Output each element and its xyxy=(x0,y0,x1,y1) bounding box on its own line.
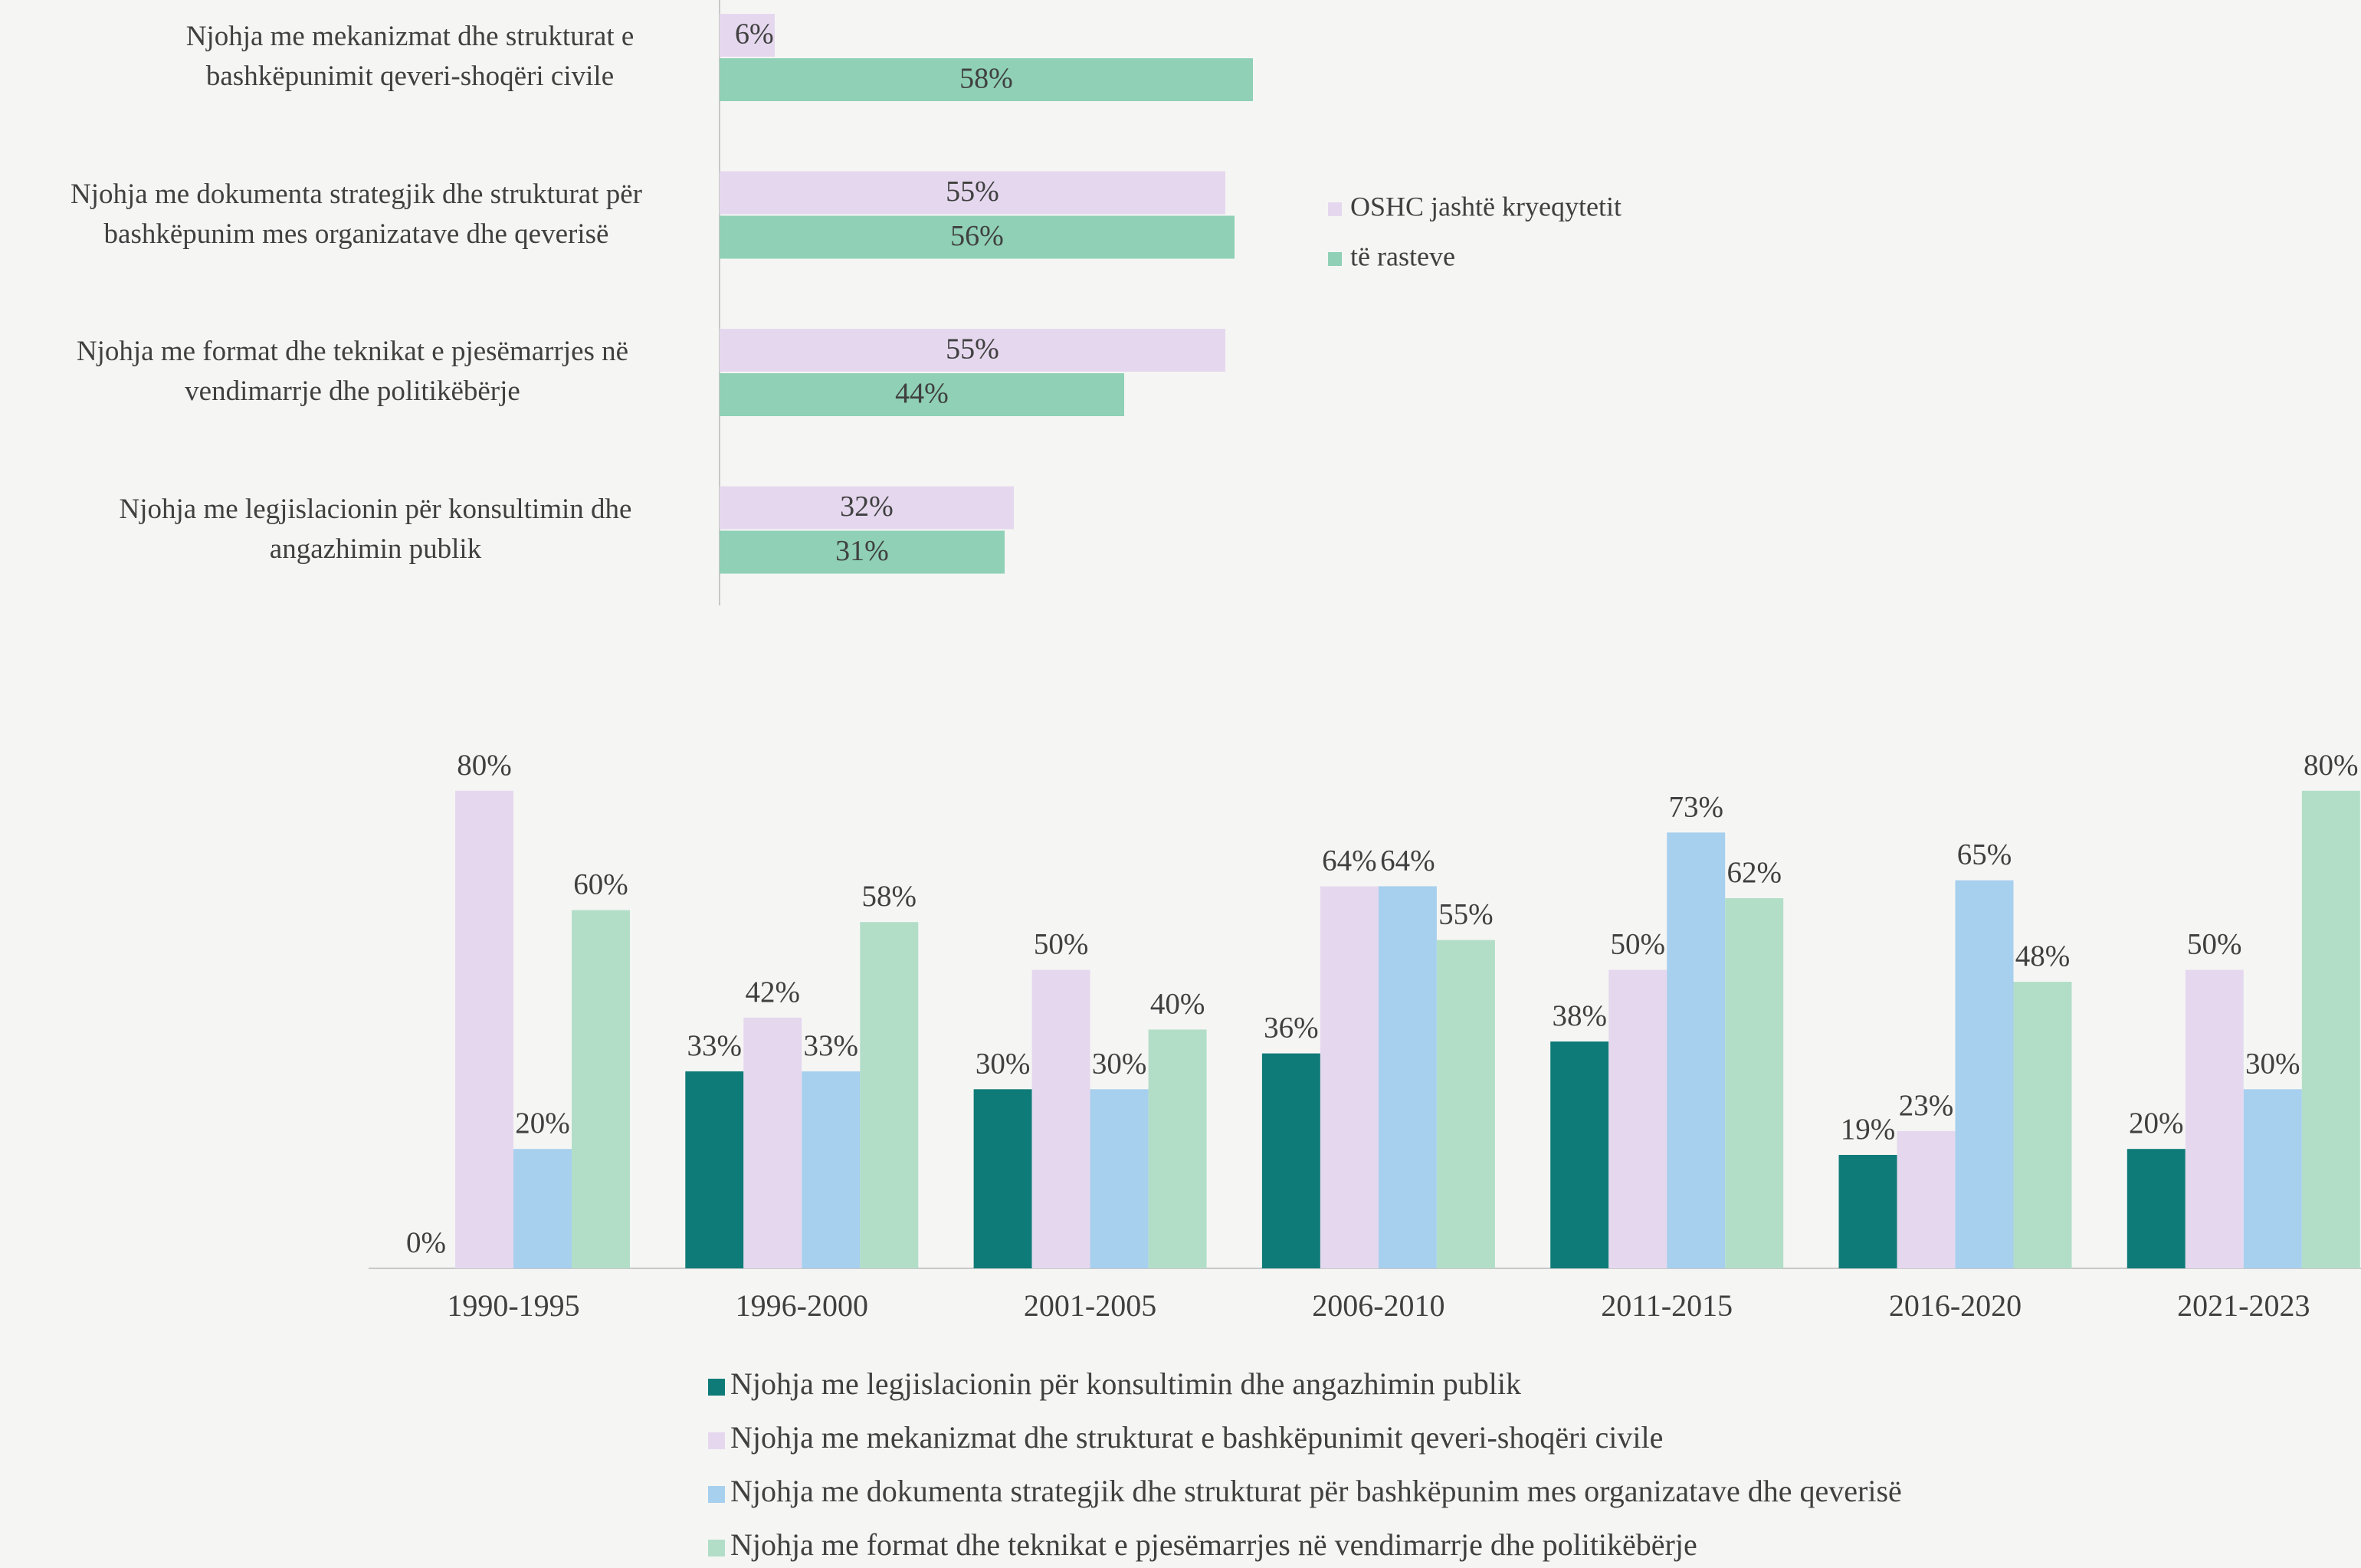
legend-marker xyxy=(708,1432,725,1449)
legend-marker xyxy=(1328,252,1342,266)
bar xyxy=(720,373,1124,416)
data-label: 50% xyxy=(2187,927,2242,960)
bar xyxy=(2013,982,2072,1268)
bar xyxy=(1378,886,1437,1268)
data-label: 30% xyxy=(2245,1047,2300,1080)
bar xyxy=(1550,1041,1609,1268)
bar xyxy=(1725,898,1784,1268)
data-label: 60% xyxy=(573,868,628,901)
data-label: 55% xyxy=(946,333,999,366)
bar xyxy=(720,530,1005,574)
bar xyxy=(720,215,1235,259)
bar xyxy=(860,922,919,1268)
bar xyxy=(685,1071,744,1268)
bar xyxy=(720,14,775,57)
data-label: 19% xyxy=(1841,1113,1896,1146)
bar xyxy=(1320,886,1379,1268)
bar xyxy=(455,790,513,1268)
data-label: 36% xyxy=(1264,1012,1319,1045)
x-tick-label: 2011-2015 xyxy=(1601,1288,1733,1323)
bar xyxy=(1608,969,1667,1268)
data-label: 33% xyxy=(687,1029,743,1062)
data-label: 65% xyxy=(1957,838,2012,871)
data-label: 64% xyxy=(1380,844,1435,877)
data-label: 64% xyxy=(1322,844,1377,877)
data-label: 42% xyxy=(746,976,801,1009)
data-label: 50% xyxy=(1610,927,1665,960)
x-tick-label: 2021-2023 xyxy=(2177,1288,2310,1323)
bar xyxy=(2301,790,2360,1268)
bar xyxy=(1838,1154,1897,1268)
bar xyxy=(1436,940,1495,1268)
x-tick-label: 1990-1995 xyxy=(447,1288,579,1323)
data-label: 33% xyxy=(804,1029,859,1062)
data-label: 31% xyxy=(835,535,889,567)
x-tick-label: 2016-2020 xyxy=(1889,1288,2022,1323)
bar xyxy=(2127,1149,2186,1268)
category-label: Njohja me format dhe teknikat e pjesëmar… xyxy=(76,336,629,407)
category-label: Njohja me mekanizmat dhe strukturat e ba… xyxy=(185,21,635,92)
category-label: Njohja me legjislacionin për konsultimin… xyxy=(119,493,632,565)
data-label: 6% xyxy=(735,18,774,51)
bar xyxy=(1090,1089,1149,1268)
bar xyxy=(720,329,1225,372)
data-label: 56% xyxy=(950,220,1004,252)
data-label: 58% xyxy=(862,880,917,913)
bar xyxy=(2243,1089,2302,1268)
data-label: 58% xyxy=(959,63,1013,95)
legend-marker xyxy=(708,1486,725,1503)
bar xyxy=(513,1149,572,1268)
legend-label: Njohja me format dhe teknikat e pjesëmar… xyxy=(730,1527,1697,1562)
bar xyxy=(1031,969,1090,1268)
bar xyxy=(802,1071,861,1268)
legend-label: Njohja me mekanizmat dhe strukturat e ba… xyxy=(730,1420,1663,1455)
data-label: 80% xyxy=(2304,749,2359,782)
bar xyxy=(1897,1130,1956,1268)
data-label: 55% xyxy=(946,175,999,208)
legend-marker xyxy=(1328,202,1342,216)
data-label: 23% xyxy=(1899,1089,1954,1122)
data-label: 32% xyxy=(840,490,894,523)
data-label: 50% xyxy=(1034,927,1089,960)
data-label: 80% xyxy=(457,749,512,782)
x-tick-label: 1996-2000 xyxy=(736,1288,868,1323)
legend-marker xyxy=(708,1379,725,1396)
data-label: 44% xyxy=(895,378,949,410)
legend-label: OSHC jashtë kryeqytetit xyxy=(1350,191,1622,221)
data-label: 20% xyxy=(515,1107,570,1140)
bar xyxy=(2185,969,2244,1268)
data-label: 0% xyxy=(406,1226,446,1259)
category-label: Njohja me dokumenta strategjik dhe struk… xyxy=(71,178,642,250)
x-tick-label: 2001-2005 xyxy=(1024,1288,1156,1323)
bar xyxy=(743,1017,802,1268)
bar xyxy=(1955,880,2014,1268)
bar xyxy=(1261,1053,1320,1268)
data-label: 62% xyxy=(1726,856,1782,889)
data-label: 40% xyxy=(1150,987,1205,1020)
legend-label: Njohja me legjislacionin për konsultimin… xyxy=(730,1366,1521,1401)
bar xyxy=(1148,1029,1207,1268)
bar xyxy=(973,1089,1032,1268)
legend-label: të rasteve xyxy=(1350,241,1455,271)
bar xyxy=(1667,832,1726,1268)
data-label: 20% xyxy=(2129,1107,2184,1140)
data-label: 30% xyxy=(1092,1047,1147,1080)
data-label: 55% xyxy=(1438,898,1494,931)
legend-marker xyxy=(708,1540,725,1557)
data-label: 38% xyxy=(1552,999,1607,1032)
legend-label: Njohja me dokumenta strategjik dhe struk… xyxy=(730,1474,1902,1508)
x-tick-label: 2006-2010 xyxy=(1312,1288,1444,1323)
bar xyxy=(720,171,1225,215)
data-label: 48% xyxy=(2015,940,2071,973)
bar xyxy=(572,910,630,1268)
bar xyxy=(720,58,1253,101)
bar xyxy=(720,486,1014,530)
data-label: 73% xyxy=(1668,790,1723,823)
data-label: 30% xyxy=(976,1047,1031,1080)
